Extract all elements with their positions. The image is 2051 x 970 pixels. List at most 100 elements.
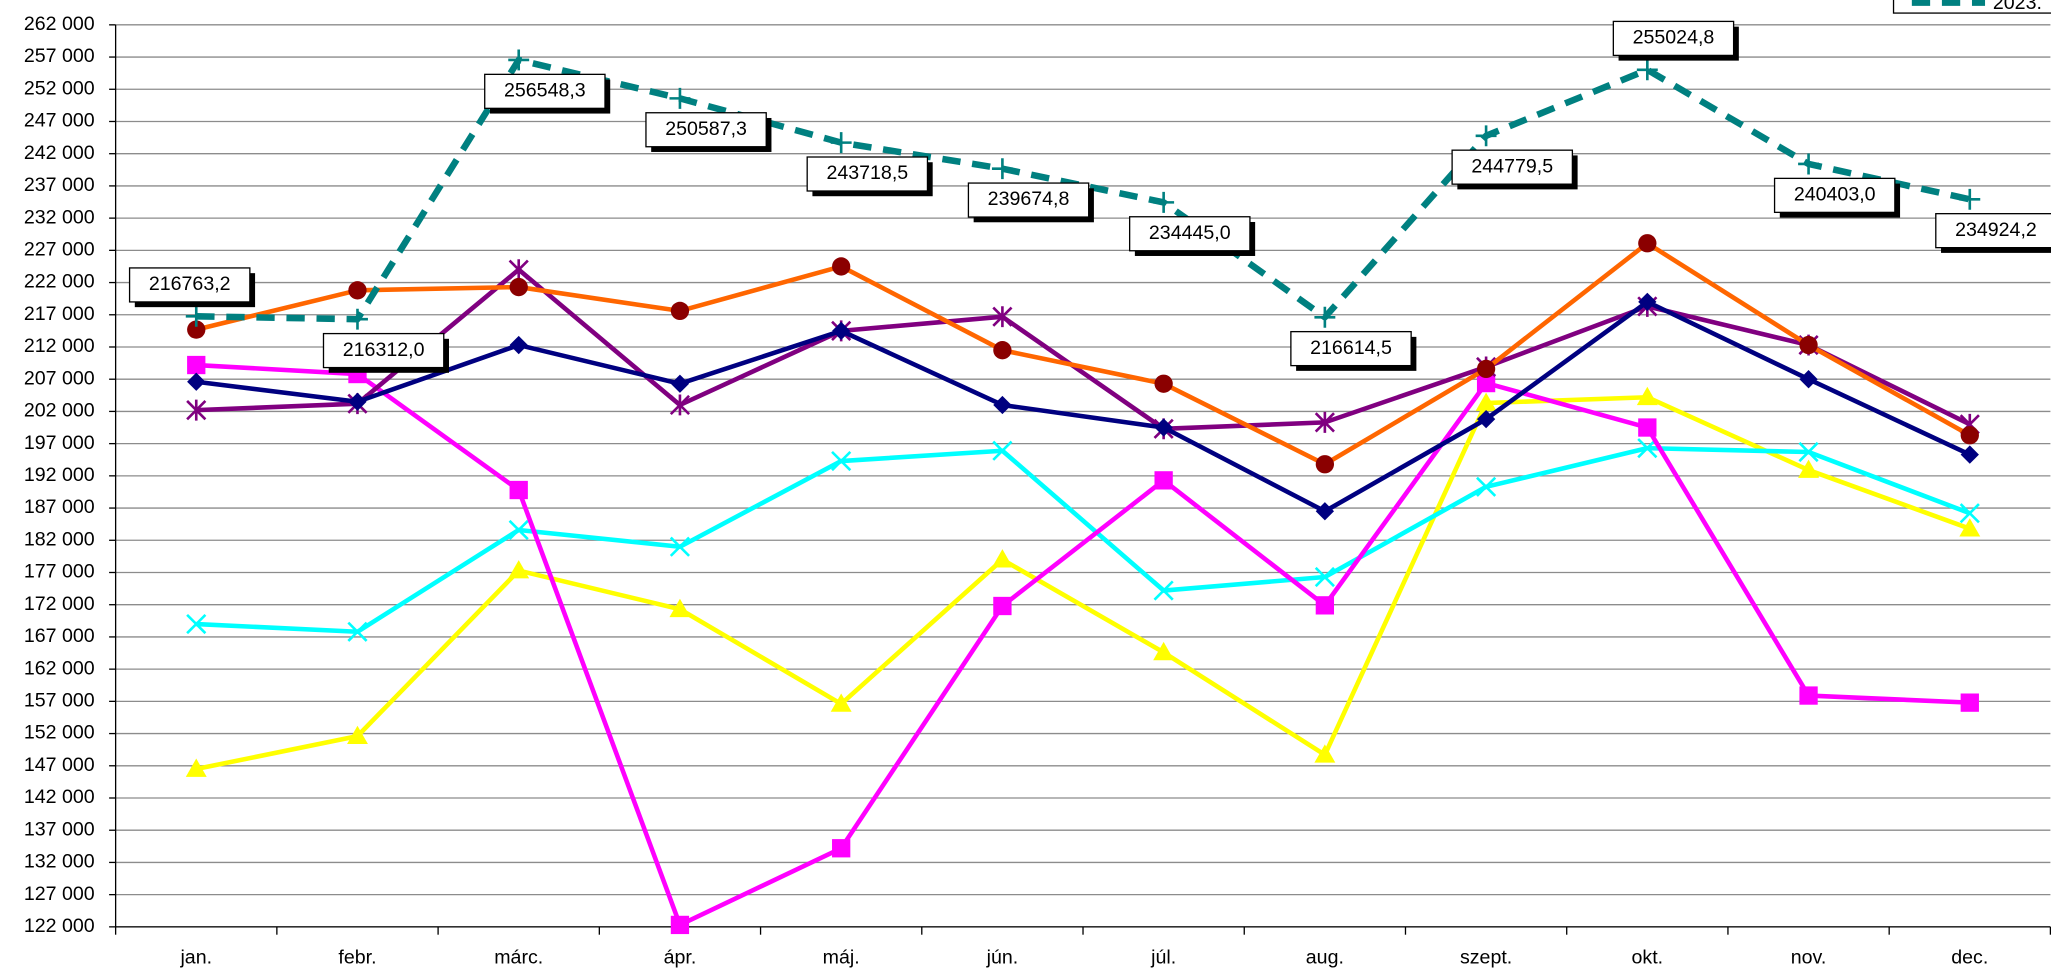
- x-tick-label: febr.: [338, 946, 376, 968]
- marker: [185, 758, 207, 777]
- marker: [1638, 292, 1657, 312]
- y-tick-label: 137 000: [24, 818, 95, 840]
- data-label-box: [1451, 149, 1574, 185]
- y-tick-label: 207 000: [24, 367, 95, 389]
- marker: [1476, 476, 1497, 497]
- marker: [1153, 191, 1175, 213]
- y-tick-label: 192 000: [24, 464, 95, 486]
- y-tick-label: 172 000: [24, 593, 95, 615]
- data-label-box: [1290, 330, 1412, 367]
- series-line: [195, 394, 1971, 772]
- marker: [185, 305, 207, 327]
- marker: [1476, 373, 1496, 393]
- y-tick-label: 222 000: [24, 271, 95, 293]
- marker: [1638, 418, 1657, 437]
- data-label: 255024,8: [1633, 27, 1715, 49]
- marker: [1154, 471, 1173, 490]
- x-tick-label: jan.: [179, 946, 212, 968]
- marker: [187, 320, 206, 339]
- y-tick-label: 147 000: [24, 754, 95, 776]
- x-tick-label: máj.: [823, 946, 860, 968]
- data-label: 243718,5: [826, 162, 908, 184]
- marker: [1636, 59, 1658, 81]
- marker: [1636, 386, 1658, 406]
- marker: [1314, 566, 1335, 588]
- legend-label: 2023.: [1993, 0, 2042, 14]
- y-tick-label: 187 000: [24, 496, 95, 518]
- x-tick-label: aug.: [1306, 946, 1344, 968]
- x-tick-label: márc.: [494, 946, 543, 968]
- y-tick-label: 247 000: [24, 110, 95, 132]
- x-tick-label: okt.: [1632, 946, 1664, 968]
- series-line: [196, 362, 1970, 928]
- y-tick-label: 232 000: [24, 206, 95, 228]
- marker: [1154, 374, 1173, 393]
- marker: [187, 372, 206, 391]
- marker: [1638, 234, 1657, 253]
- marker: [669, 394, 691, 416]
- marker: [508, 519, 529, 541]
- marker: [832, 257, 851, 276]
- marker: [1153, 641, 1175, 661]
- marker: [1315, 596, 1335, 615]
- marker: [1315, 502, 1335, 521]
- x-tick-label: ápr.: [664, 946, 697, 968]
- data-label: 240403,0: [1794, 184, 1876, 206]
- y-tick-label: 127 000: [24, 883, 95, 905]
- marker: [1799, 335, 1818, 355]
- marker: [187, 355, 206, 375]
- y-tick-label: 142 000: [24, 786, 95, 808]
- marker: [1798, 153, 1820, 175]
- marker: [669, 598, 691, 618]
- marker: [1799, 370, 1818, 389]
- marker: [1153, 580, 1174, 601]
- y-tick-label: 122 000: [24, 915, 95, 937]
- marker: [1959, 188, 1981, 210]
- marker: [1960, 445, 1979, 464]
- data-label-box: [806, 156, 929, 192]
- data-label: 234445,0: [1149, 222, 1231, 244]
- marker: [993, 341, 1012, 360]
- y-tick-label: 262 000: [24, 13, 95, 35]
- y-tick-label: 257 000: [24, 45, 95, 67]
- y-tick-label: 227 000: [24, 239, 95, 261]
- data-label-box: [1773, 177, 1896, 214]
- data-label: 216614,5: [1310, 337, 1392, 359]
- marker: [509, 480, 528, 500]
- y-tick-label: 197 000: [24, 432, 95, 454]
- y-tick-label: 217 000: [24, 303, 95, 325]
- marker: [508, 259, 529, 281]
- marker: [186, 613, 207, 635]
- y-tick-label: 182 000: [24, 528, 95, 550]
- marker: [832, 321, 851, 341]
- data-label: 216312,0: [343, 339, 425, 361]
- marker: [670, 301, 690, 321]
- marker: [348, 281, 367, 300]
- data-label: 256548,3: [504, 80, 586, 102]
- data-label: 250587,3: [665, 118, 747, 140]
- y-tick-label: 202 000: [24, 400, 95, 422]
- marker: [347, 308, 368, 330]
- marker: [832, 839, 851, 858]
- marker: [1799, 686, 1818, 705]
- series-line: [196, 267, 1971, 432]
- data-label-box: [1128, 216, 1251, 252]
- data-label: 239674,8: [988, 188, 1070, 210]
- marker: [831, 450, 852, 472]
- marker: [1314, 411, 1335, 433]
- marker: [830, 132, 852, 154]
- marker: [992, 440, 1013, 461]
- x-tick-label: szept.: [1460, 946, 1512, 968]
- marker: [348, 392, 367, 411]
- marker: [509, 277, 528, 297]
- marker: [1960, 426, 1979, 445]
- series-line: [196, 445, 1971, 635]
- x-tick-label: nov.: [1791, 946, 1827, 968]
- marker: [1798, 441, 1819, 463]
- data-label: 244779,5: [1471, 155, 1553, 177]
- y-tick-label: 157 000: [24, 690, 95, 712]
- marker: [993, 596, 1012, 616]
- marker: [991, 549, 1013, 568]
- x-tick-label: jún.: [986, 946, 1019, 968]
- marker: [1314, 306, 1336, 328]
